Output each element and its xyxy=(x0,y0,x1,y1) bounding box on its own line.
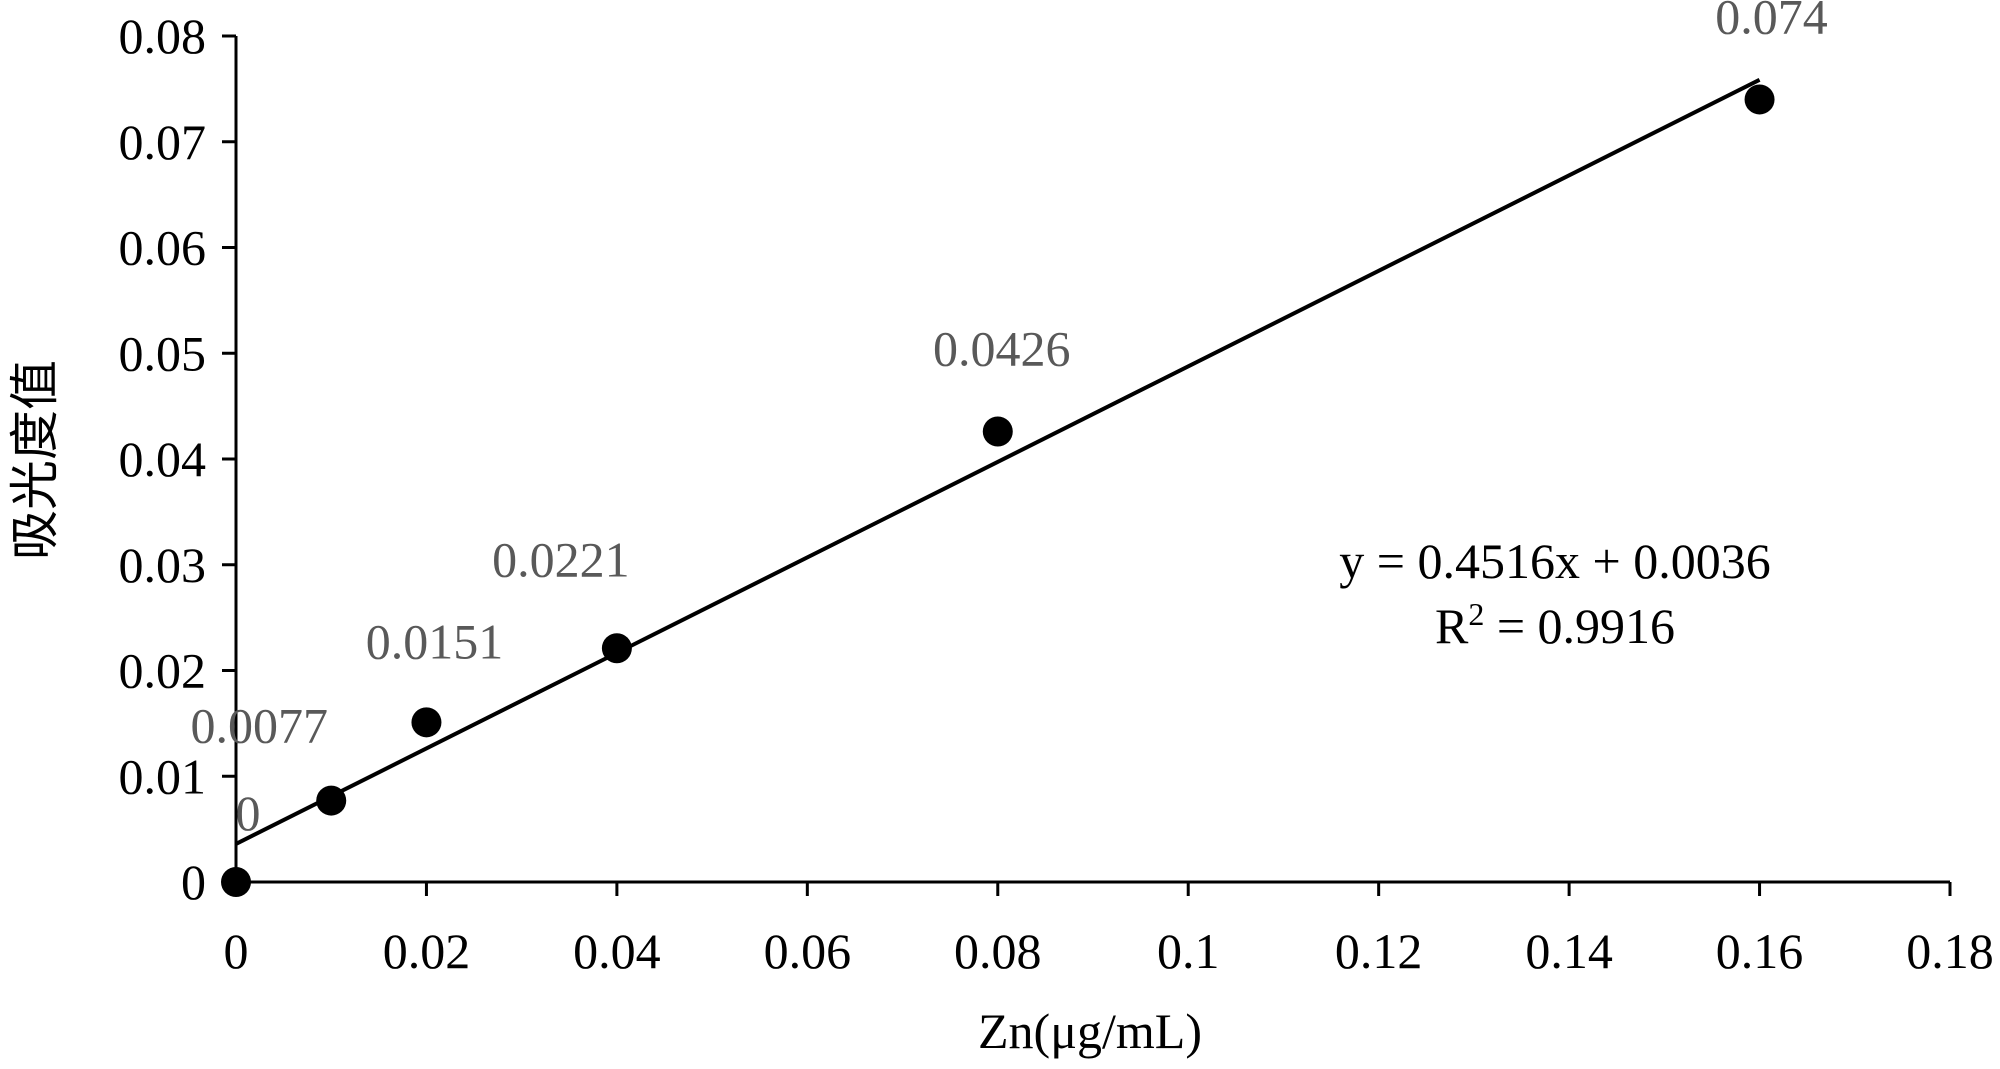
y-tick-label: 0 xyxy=(181,854,206,910)
y-tick-label: 0.07 xyxy=(119,114,207,170)
data-label: 0.0151 xyxy=(366,613,504,669)
trendline xyxy=(235,78,1761,846)
data-point xyxy=(411,707,442,738)
trendline-equation: y = 0.4516x + 0.0036 xyxy=(1339,533,1770,589)
data-labels: 0 0.0077 0.0151 0.0221 0.0426 0.074 xyxy=(190,0,1827,841)
trendline-group xyxy=(235,78,1761,846)
data-label: 0.0426 xyxy=(933,321,1071,377)
r-squared-value: = 0.9916 xyxy=(1484,598,1675,654)
data-label: 0.0077 xyxy=(190,698,328,754)
x-tick-label: 0.02 xyxy=(383,923,471,979)
y-axis-title: 吸光度值 xyxy=(7,360,63,560)
x-tick-label: 0.14 xyxy=(1525,923,1613,979)
r-squared-symbol: R xyxy=(1435,598,1469,654)
x-axis-title: Zn(μg/mL) xyxy=(978,1003,1202,1059)
data-point xyxy=(221,867,251,897)
x-tick-labels: 0 0.02 0.04 0.06 0.08 0.1 0.12 0.14 0.16 0.18 xyxy=(224,923,1994,979)
y-tick-label: 0.06 xyxy=(119,220,207,276)
data-point xyxy=(1744,84,1775,115)
x-tick-label: 0.04 xyxy=(573,923,661,979)
data-point xyxy=(316,785,347,816)
data-point xyxy=(601,633,632,664)
data-point xyxy=(982,416,1013,447)
y-tick-labels: 0 0.01 0.02 0.03 0.04 0.05 0.06 0.07 0.08 xyxy=(119,8,207,910)
x-tick-label: 0.06 xyxy=(764,923,852,979)
x-tick-label: 0.12 xyxy=(1335,923,1423,979)
r-squared-superscript: 2 xyxy=(1468,596,1484,632)
y-tick-label: 0.05 xyxy=(119,325,207,381)
r-squared: R2 = 0.9916 xyxy=(1435,596,1675,654)
x-tick-label: 0.1 xyxy=(1157,923,1220,979)
y-tick-label: 0.01 xyxy=(119,748,207,804)
y-tick-label: 0.02 xyxy=(119,643,207,699)
y-tick-label: 0.03 xyxy=(119,537,207,593)
x-tick-label: 0 xyxy=(224,923,249,979)
x-tick-label: 0.08 xyxy=(954,923,1042,979)
data-points xyxy=(221,84,1775,897)
data-label: 0.074 xyxy=(1715,0,1828,44)
x-tick-label: 0.18 xyxy=(1906,923,1994,979)
data-label: 0.0221 xyxy=(492,531,630,587)
y-tick-label: 0.04 xyxy=(119,431,207,487)
x-tick-label: 0.16 xyxy=(1716,923,1804,979)
y-tick-label: 0.08 xyxy=(119,8,207,64)
axes xyxy=(222,34,1952,896)
data-label: 0 xyxy=(236,785,261,841)
